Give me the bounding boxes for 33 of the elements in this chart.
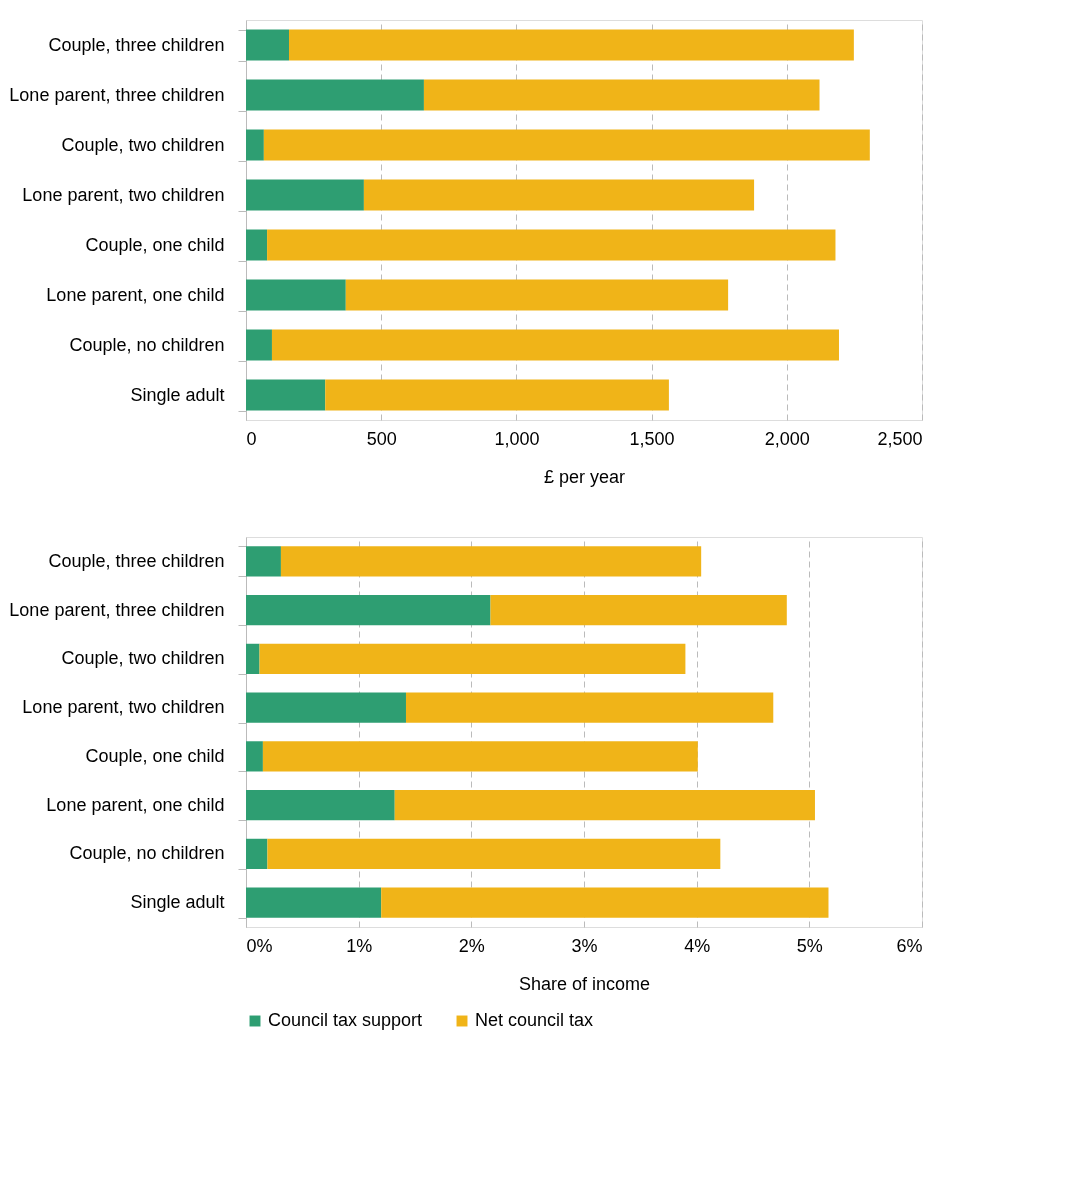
y-tick-label: Lone parent, one child xyxy=(46,794,225,815)
x-axis-title: Share of income xyxy=(518,973,651,994)
y-tick-label: Couple, one child xyxy=(85,745,225,766)
x-tick-label: 3% xyxy=(571,935,598,956)
x-tick-label: 6% xyxy=(896,935,923,956)
x-tick-label: 2% xyxy=(458,935,485,956)
x-tick-label: 4% xyxy=(684,935,711,956)
x-axis-title: £ per year xyxy=(543,466,626,487)
x-tick-label: 2,500 xyxy=(877,428,923,449)
y-tick-label: Couple, no children xyxy=(69,843,225,864)
x-tick-label: 500 xyxy=(366,428,397,449)
legend-label: Net council tax xyxy=(475,1010,594,1030)
y-tick-label: Single adult xyxy=(130,384,225,405)
y-tick-label: Couple, two children xyxy=(61,134,225,155)
y-tick-label: Lone parent, one child xyxy=(46,284,225,305)
y-tick-label: Couple, no children xyxy=(69,334,225,355)
y-tick-label: Couple, one child xyxy=(85,234,225,255)
x-tick-label: 1% xyxy=(346,935,373,956)
x-tick-label: 0 xyxy=(246,428,257,449)
y-tick-label: Couple, two children xyxy=(61,648,225,669)
x-tick-label: 0% xyxy=(246,935,273,956)
y-tick-label: Lone parent, three children xyxy=(9,84,225,105)
y-tick-label: Couple, three children xyxy=(48,550,225,571)
y-tick-label: Lone parent, two children xyxy=(22,697,225,718)
y-tick-label: Lone parent, three children xyxy=(9,599,225,620)
x-tick-label: 1,000 xyxy=(494,428,540,449)
legend-label: Council tax support xyxy=(268,1010,423,1030)
y-tick-label: Single adult xyxy=(130,892,225,913)
y-tick-label: Couple, three children xyxy=(48,34,225,55)
x-tick-label: 5% xyxy=(796,935,823,956)
y-tick-label: Lone parent, two children xyxy=(22,184,225,205)
x-tick-label: 1,500 xyxy=(629,428,675,449)
x-tick-label: 2,000 xyxy=(764,428,810,449)
